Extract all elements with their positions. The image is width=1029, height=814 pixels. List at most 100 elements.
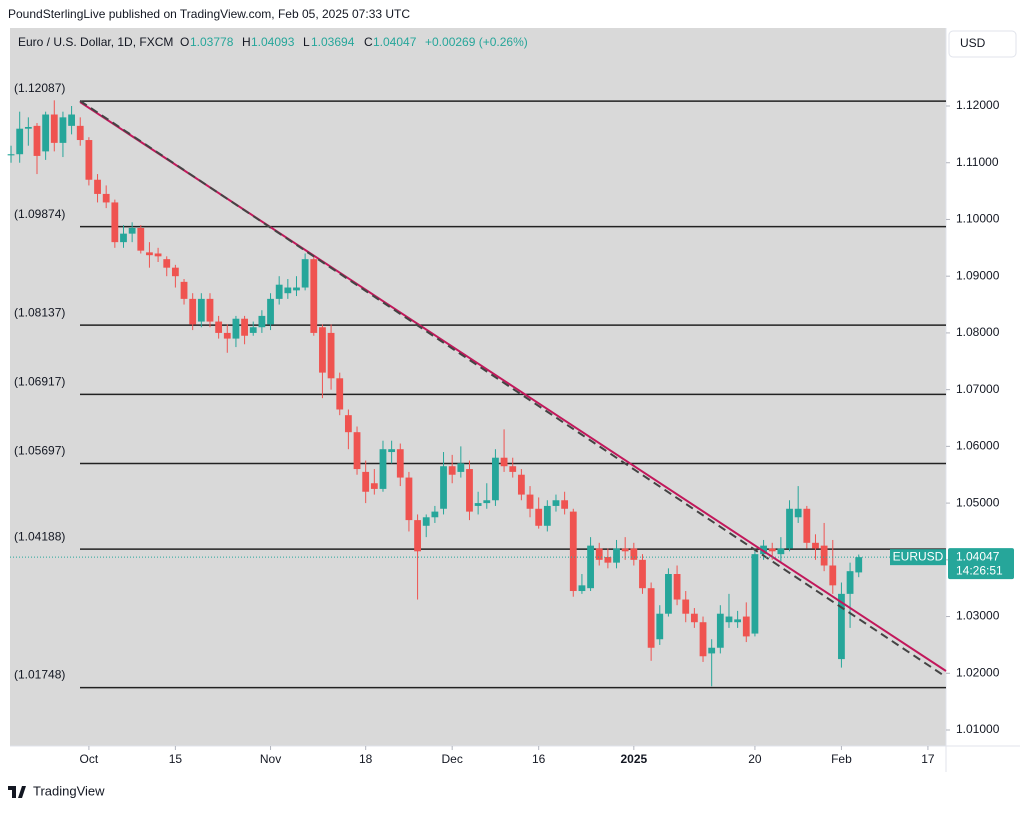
candle-body: [699, 622, 707, 657]
y-tick-label: 1.06000: [956, 439, 1000, 453]
candle-body: [742, 616, 750, 637]
candle-body: [154, 253, 162, 257]
candle-body: [535, 508, 543, 526]
price-tag: 1.04047: [956, 549, 1000, 563]
y-tick-label: 1.01000: [956, 722, 1000, 736]
candle-body: [552, 500, 560, 506]
candle-body: [24, 126, 32, 129]
candle-body: [422, 517, 430, 526]
l-value: 1.03694: [311, 35, 355, 49]
candle-body: [33, 125, 41, 156]
candle-body: [223, 332, 231, 339]
candle-body: [241, 318, 248, 336]
candle-body: [310, 259, 318, 333]
candle-body: [595, 548, 603, 560]
candle-body: [725, 616, 733, 623]
x-tick-label: 15: [169, 752, 183, 766]
candle-body: [656, 613, 664, 640]
candle-body: [180, 281, 188, 299]
brand-logo: TradingView: [8, 783, 105, 798]
candle-body: [94, 179, 101, 194]
candle-body: [630, 548, 638, 560]
plot-area: [10, 28, 946, 746]
level-label: (1.05697): [14, 444, 65, 458]
candle-body: [59, 117, 67, 143]
candle-body: [604, 556, 612, 563]
c-label: C: [364, 35, 373, 49]
candle-body: [163, 259, 171, 268]
level-label: (1.01748): [14, 668, 65, 682]
candle-body: [543, 505, 551, 526]
candle-body: [838, 593, 845, 660]
symbol-tag: EURUSD: [893, 549, 944, 563]
level-label: (1.08137): [14, 305, 65, 319]
publisher: PoundSterlingLive published on TradingVi…: [8, 7, 410, 21]
c-value: 1.04047: [373, 35, 417, 49]
candle-body: [102, 193, 110, 203]
currency[interactable]: USD: [960, 36, 986, 50]
candle-body: [388, 449, 396, 453]
candle-body: [509, 466, 517, 472]
candle-body: [716, 613, 724, 648]
candle-body: [42, 114, 50, 152]
candle-body: [267, 298, 274, 325]
o-label: O: [180, 35, 189, 49]
candle-body: [197, 298, 205, 322]
change: +0.00269 (+0.26%): [425, 35, 528, 49]
candle-body: [146, 252, 153, 256]
candle-body: [768, 548, 776, 552]
h-value: 1.04093: [251, 35, 295, 49]
candle-body: [526, 494, 534, 509]
candle-body: [431, 511, 439, 518]
brand: TradingView: [33, 783, 105, 798]
candle-body: [786, 508, 793, 549]
y-tick-label: 1.02000: [956, 665, 1000, 679]
candle-body: [492, 457, 499, 501]
candle-body: [396, 449, 404, 478]
candle-body: [474, 503, 482, 506]
candle-body: [336, 378, 344, 410]
candle-body: [812, 542, 819, 549]
candle-body: [76, 125, 84, 141]
candle-body: [128, 227, 136, 234]
l-label: L: [303, 35, 310, 49]
candle-body: [569, 511, 577, 592]
candle-body: [820, 545, 828, 566]
candle-body: [621, 548, 629, 552]
candle-body: [682, 599, 690, 614]
candle-body: [613, 548, 620, 563]
candle-body: [561, 500, 569, 509]
y-tick-label: 1.05000: [956, 495, 1000, 509]
candle-body: [734, 619, 742, 623]
y-tick-label: 1.11000: [956, 155, 999, 169]
candle-body: [7, 154, 15, 156]
y-tick-label: 1.10000: [956, 212, 1000, 226]
x-tick-label: 20: [748, 752, 762, 766]
candle-body: [189, 298, 197, 325]
candle-body: [829, 565, 837, 586]
candle-body: [206, 298, 214, 322]
candle-body: [440, 466, 447, 509]
candle-body: [16, 128, 24, 155]
candle-body: [647, 588, 655, 648]
trendline: [79, 100, 947, 678]
candle-body: [846, 571, 854, 594]
y-tick-label: 1.08000: [956, 325, 1000, 339]
candle-body: [665, 574, 672, 614]
candle-body: [362, 471, 370, 492]
y-tick-label: 1.03000: [956, 609, 1000, 623]
candle-body: [517, 474, 525, 495]
currency-box[interactable]: [948, 30, 1017, 58]
candle-body: [50, 114, 58, 143]
candle-body: [275, 284, 283, 299]
o-value: 1.03778: [190, 35, 234, 49]
candle-body: [68, 114, 75, 126]
candle-body: [120, 233, 127, 243]
level-label: (1.06917): [14, 375, 65, 389]
candle-body: [137, 227, 145, 251]
candle-body: [405, 477, 413, 521]
x-tick-label: 2025: [620, 752, 647, 766]
x-tick-label: Feb: [831, 752, 852, 766]
level-label: (1.04188): [14, 529, 65, 543]
symbol: Euro / U.S. Dollar, 1D, FXCM: [18, 35, 173, 49]
